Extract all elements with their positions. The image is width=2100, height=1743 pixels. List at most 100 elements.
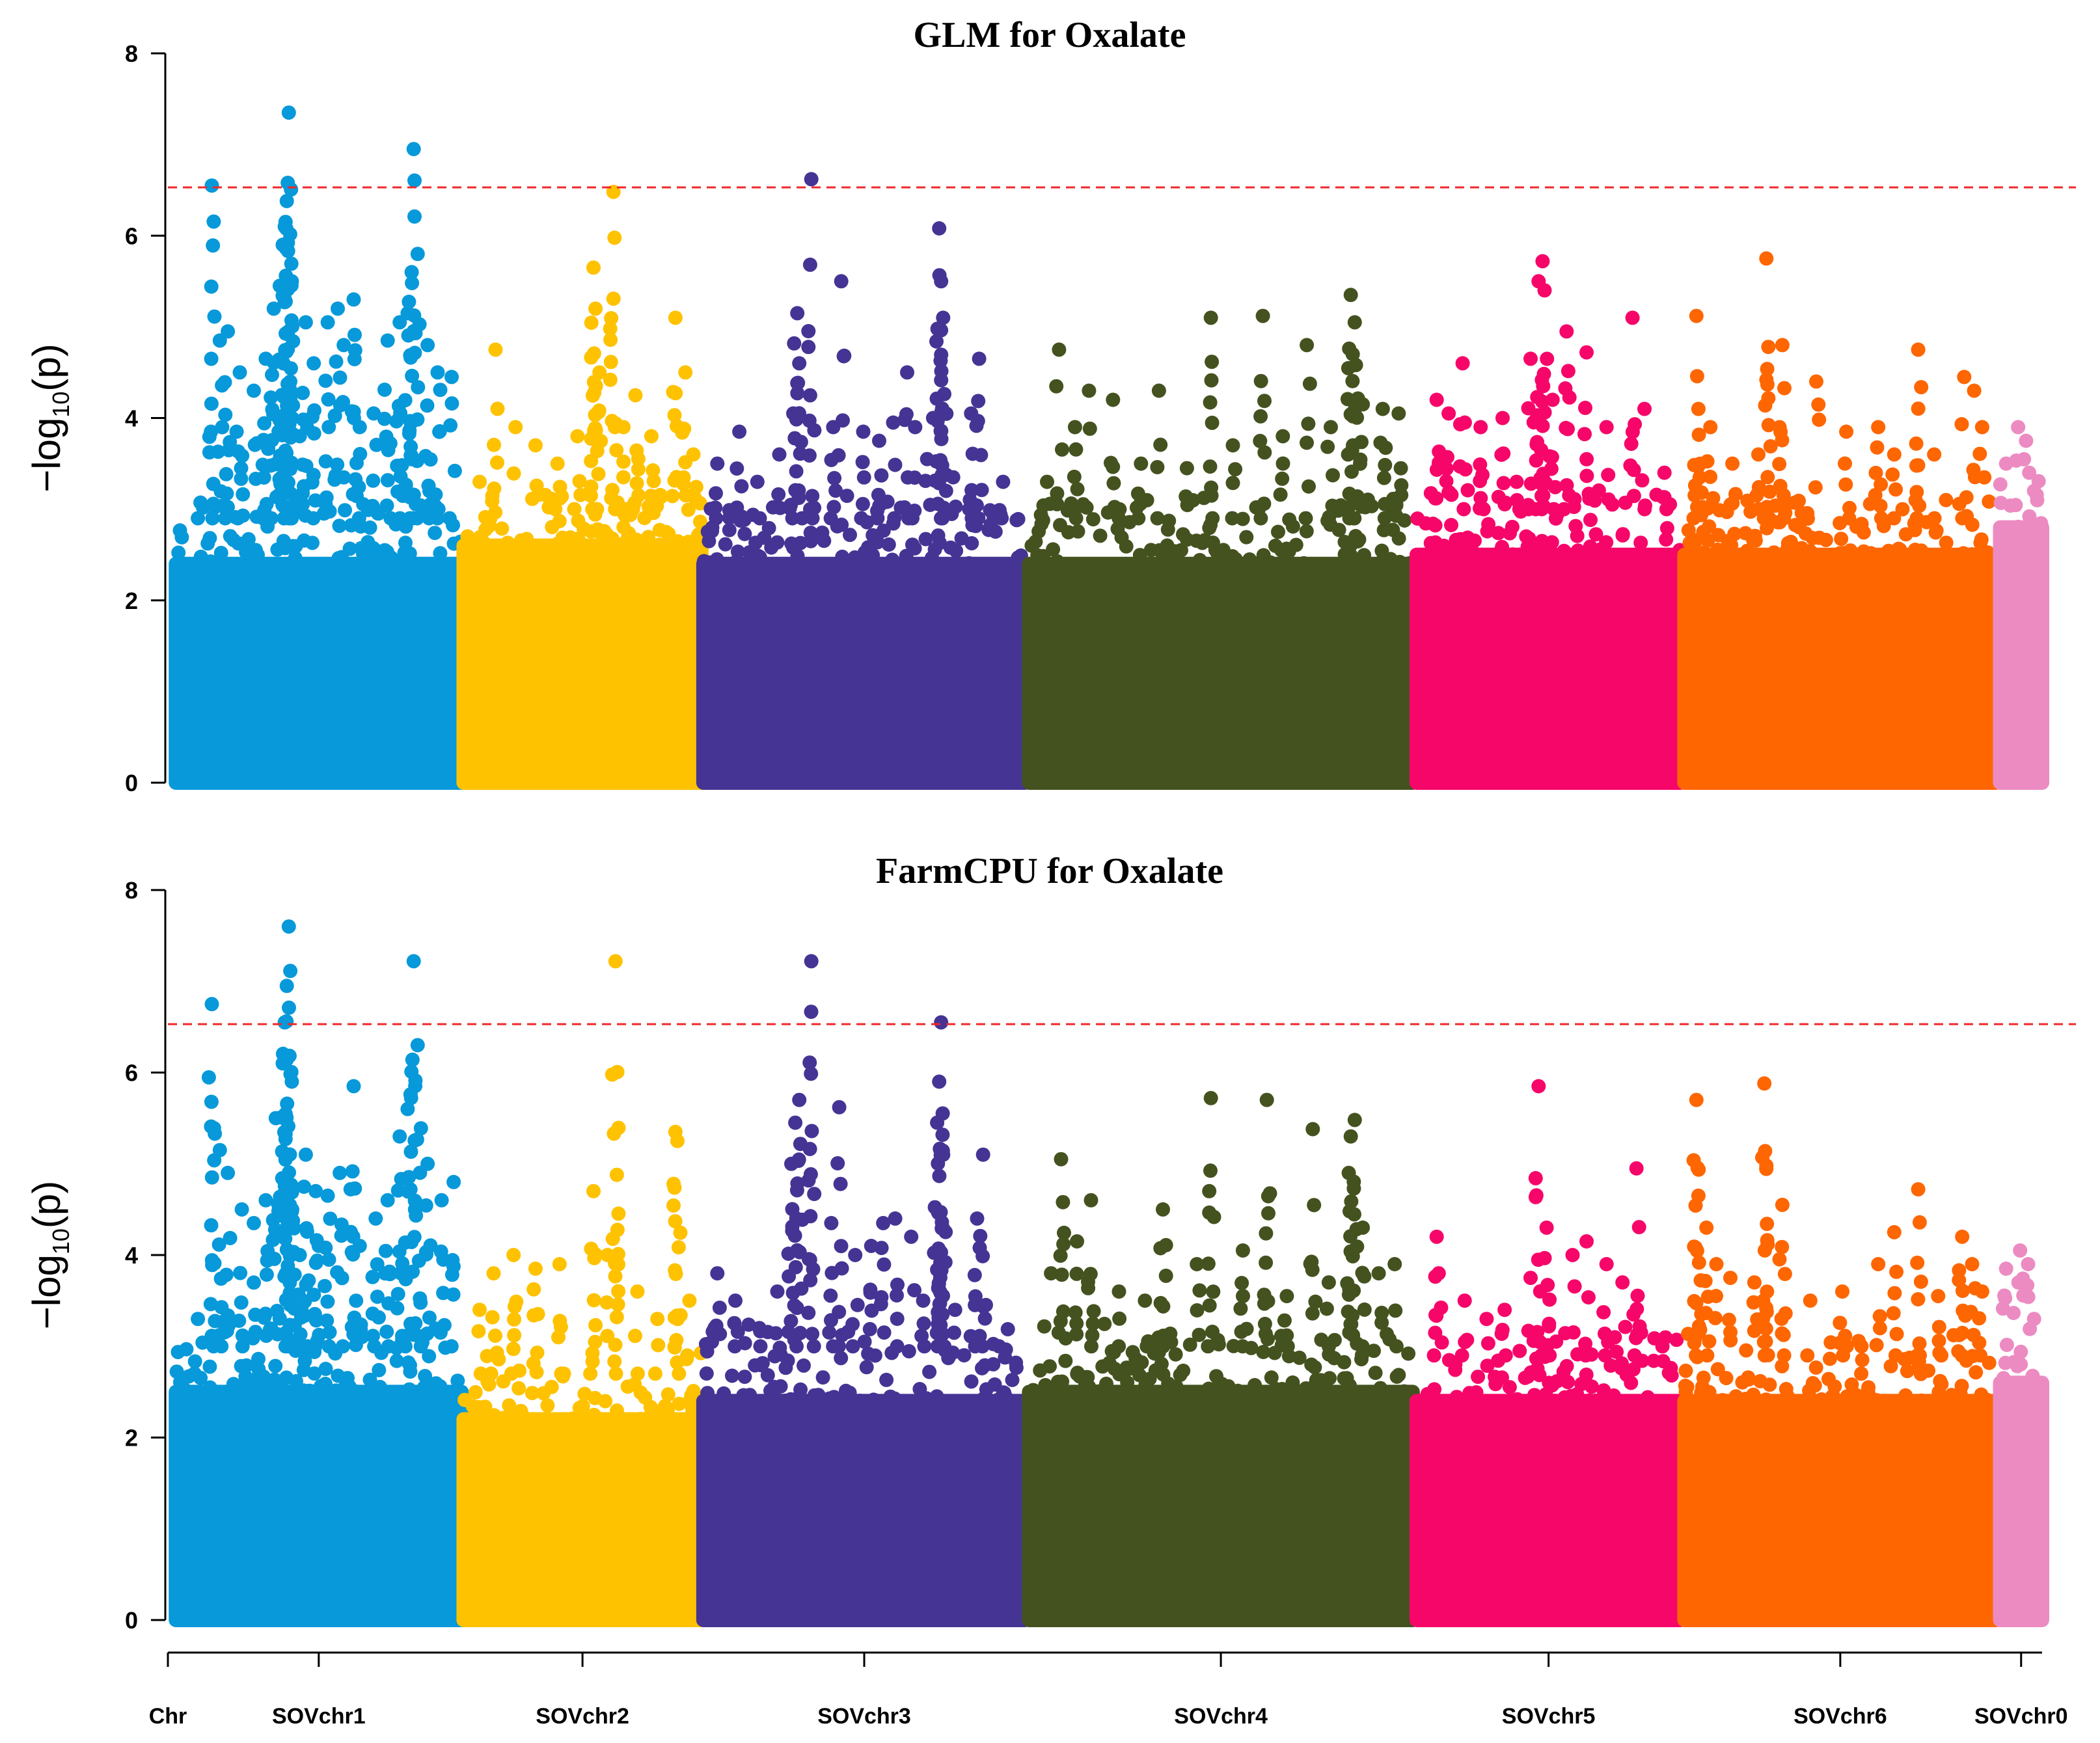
snp-point bbox=[1534, 502, 1549, 517]
snp-point bbox=[365, 1269, 380, 1284]
snp-point bbox=[1273, 487, 1288, 502]
snp-point-peak bbox=[1637, 401, 1652, 416]
snp-point bbox=[473, 1366, 488, 1381]
snp-point bbox=[1954, 1348, 1969, 1363]
snp-point bbox=[1596, 1304, 1611, 1319]
snp-point bbox=[667, 408, 682, 423]
snp-point bbox=[171, 545, 186, 560]
snp-point-peak bbox=[320, 1188, 335, 1203]
snp-point-peak bbox=[1441, 406, 1456, 421]
snp-point bbox=[552, 491, 567, 506]
snp-point bbox=[318, 1240, 333, 1255]
snp-point bbox=[1204, 373, 1219, 388]
snp-point bbox=[589, 1410, 604, 1425]
snp-point bbox=[370, 1290, 385, 1304]
snp-point bbox=[807, 1187, 822, 1202]
snp-point bbox=[854, 511, 869, 526]
snp-point bbox=[933, 1284, 948, 1299]
snp-point-peak bbox=[550, 456, 565, 471]
snp-point bbox=[204, 424, 219, 439]
snp-point bbox=[323, 1211, 338, 1226]
snp-point bbox=[1626, 489, 1641, 504]
snp-point bbox=[1909, 485, 1924, 500]
snp-point bbox=[1056, 1304, 1070, 1319]
snp-point bbox=[280, 1339, 295, 1354]
snp-point bbox=[2008, 498, 2023, 513]
snp-point bbox=[1452, 417, 1467, 432]
snp-point bbox=[169, 1364, 184, 1379]
snp-point bbox=[552, 1314, 567, 1329]
snp-point bbox=[1107, 500, 1122, 515]
snp-point bbox=[1680, 1379, 1695, 1394]
y-tick-label: 6 bbox=[125, 1060, 138, 1087]
y-tick-label: 4 bbox=[125, 405, 138, 432]
snp-point bbox=[1440, 450, 1454, 465]
snp-point bbox=[1428, 491, 1443, 506]
snp-point bbox=[835, 549, 850, 564]
snp-point bbox=[279, 1110, 294, 1125]
snp-point bbox=[1721, 1312, 1736, 1327]
snp-point bbox=[1377, 511, 1392, 526]
snp-point-peak bbox=[1599, 420, 1614, 435]
snp-point bbox=[1345, 373, 1360, 388]
snp-point bbox=[1093, 528, 1108, 543]
snp-point bbox=[1993, 496, 2008, 510]
snp-point bbox=[709, 552, 724, 567]
snp-point-peak bbox=[472, 1303, 487, 1317]
snp-point-peak bbox=[486, 1266, 501, 1281]
snp-point-peak bbox=[628, 388, 643, 403]
snp-point-peak bbox=[1040, 474, 1054, 489]
snp-point bbox=[1747, 528, 1762, 543]
snp-point-peak bbox=[586, 260, 601, 275]
snp-point bbox=[1268, 1381, 1283, 1396]
snp-point bbox=[1201, 1339, 1216, 1354]
snp-point-peak bbox=[2013, 1243, 2028, 1258]
snp-point bbox=[389, 1353, 404, 1368]
snp-point bbox=[1898, 1388, 1913, 1403]
snp-point bbox=[1206, 1284, 1221, 1299]
snp-point bbox=[1495, 1323, 1510, 1338]
snp-point bbox=[468, 1385, 483, 1399]
snp-point bbox=[344, 1224, 358, 1239]
snp-point-peak bbox=[234, 1202, 249, 1217]
snp-point bbox=[1523, 1366, 1538, 1381]
snp-point bbox=[1818, 532, 1833, 547]
snp-point bbox=[700, 1344, 715, 1359]
snp-point bbox=[1632, 1319, 1647, 1334]
snp-point-peak bbox=[1190, 1257, 1205, 1271]
chart-title: GLM for Oxalate bbox=[914, 15, 1186, 55]
dense-point-band bbox=[456, 538, 709, 790]
snp-point bbox=[603, 372, 618, 387]
snp-point bbox=[511, 1381, 526, 1396]
snp-point bbox=[1271, 524, 1285, 539]
snp-point-peak bbox=[1067, 420, 1082, 435]
snp-point-peak bbox=[630, 1284, 645, 1299]
snp-point bbox=[1537, 1250, 1552, 1265]
snp-point bbox=[1966, 463, 1981, 478]
snp-point bbox=[1852, 547, 1867, 561]
snp-point bbox=[608, 502, 623, 517]
snp-point-peak bbox=[832, 1100, 847, 1115]
snp-point bbox=[1301, 416, 1316, 431]
snp-point bbox=[1473, 491, 1488, 506]
snp-point-peak bbox=[368, 1211, 383, 1226]
snp-point bbox=[1900, 1364, 1915, 1379]
snp-point-peak bbox=[1343, 1129, 1358, 1144]
snp-point bbox=[1225, 511, 1240, 526]
snp-point bbox=[1393, 461, 1408, 476]
snp-point-peak bbox=[1054, 1152, 1069, 1167]
snp-point bbox=[935, 511, 950, 526]
snp-point bbox=[592, 403, 607, 418]
snp-point-peak bbox=[1052, 342, 1067, 357]
snp-point bbox=[877, 1325, 892, 1340]
snp-point bbox=[1346, 511, 1361, 526]
snp-point bbox=[525, 1386, 539, 1401]
snp-point bbox=[648, 1366, 662, 1381]
snp-point bbox=[460, 529, 475, 544]
snp-point bbox=[802, 257, 817, 272]
snp-point-peak bbox=[588, 301, 603, 316]
snp-point bbox=[1760, 1233, 1775, 1248]
snp-point bbox=[1120, 1375, 1135, 1390]
chromosome-x-axis: Chr SOVchr1 SOVchr2 SOVchr3 SOVchr4 SOVchr5 SO… bbox=[149, 1651, 2068, 1729]
snp-point-peak bbox=[670, 1133, 685, 1148]
